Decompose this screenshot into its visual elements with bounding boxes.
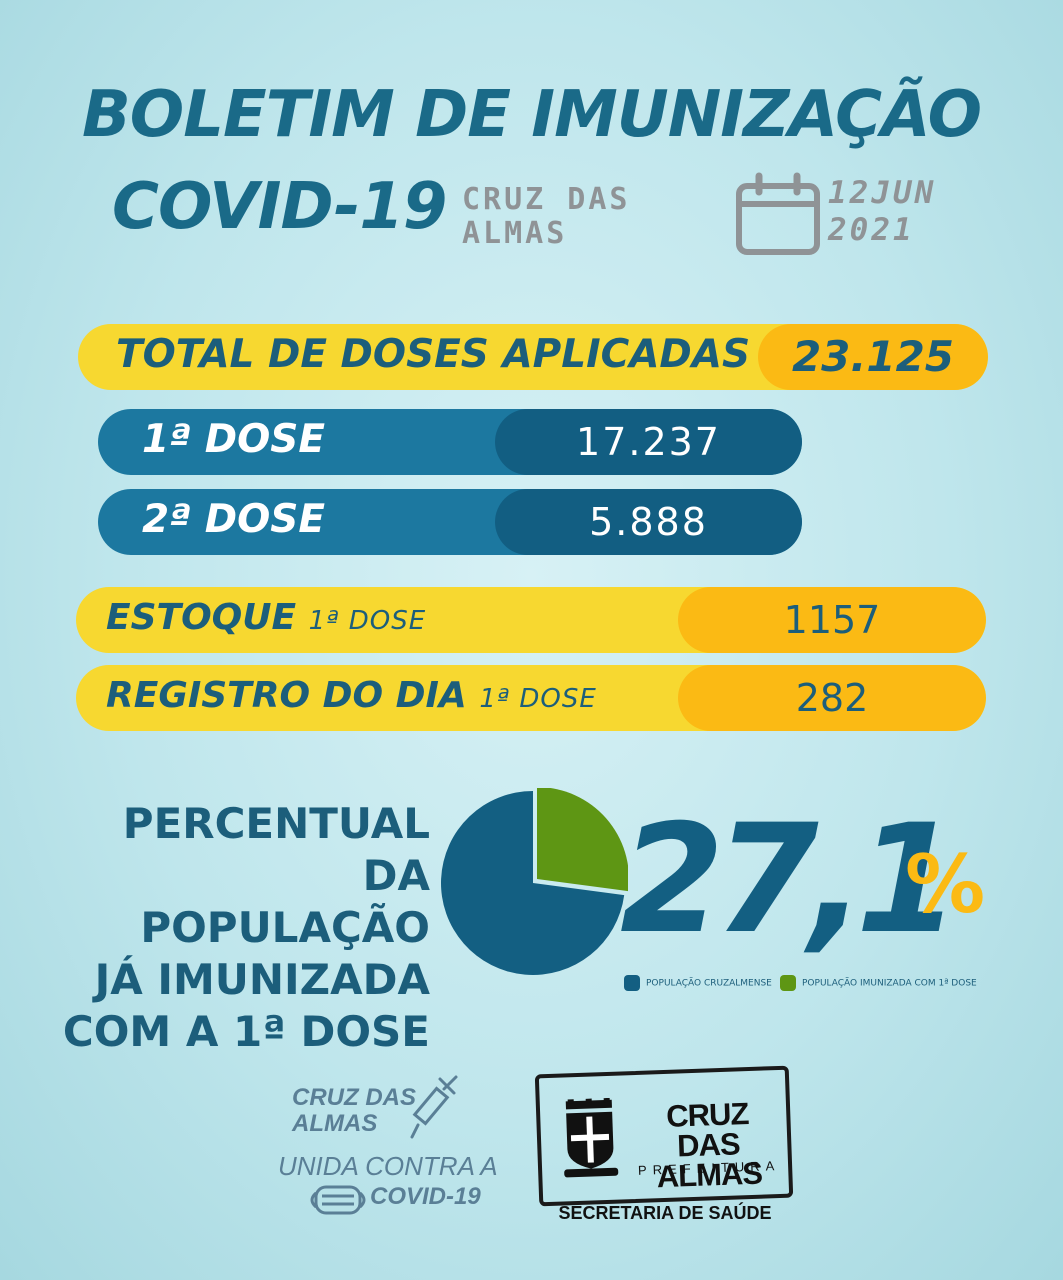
daily-record-label: REGISTRO DO DIA 1ª DOSE <box>106 675 597 716</box>
city-name-line1: CRUZ DAS <box>462 182 631 217</box>
pie-slice-immunized <box>537 788 628 892</box>
bulletin-title: BOLETIM DE IMUNIZAÇÃO <box>82 78 982 152</box>
total-doses-label: TOTAL DE DOSES APLICADAS <box>116 332 751 377</box>
stock-label-sub: 1ª DOSE <box>308 606 427 636</box>
percent-symbol: % <box>905 838 986 931</box>
covid-title: COVID-19 <box>112 170 447 244</box>
coat-of-arms-icon <box>564 1097 619 1178</box>
percent-description: PERCENTUAL DA POPULAÇÃO JÁ IMUNIZADA COM… <box>60 798 430 1058</box>
bulletin-date: 12JUN 2021 <box>828 175 936 249</box>
date-year: 2021 <box>828 212 915 248</box>
campaign-text-city: CRUZ DAS ALMAS <box>292 1085 416 1137</box>
calendar-icon <box>736 172 820 255</box>
face-mask-icon <box>310 1185 366 1215</box>
immunization-pie-chart <box>441 788 628 975</box>
stock-bar: ESTOQUE 1ª DOSE 1157 <box>76 587 986 653</box>
total-doses-bar: TOTAL DE DOSES APLICADAS 23.125 <box>78 324 988 390</box>
department-name: SECRETARIA DE SAÚDE <box>558 1203 772 1223</box>
legend-immunized: POPULAÇÃO IMUNIZADA COM 1ª DOSE <box>780 975 977 991</box>
campaign-line-4: COVID-19 <box>370 1183 481 1210</box>
first-dose-label: 1ª DOSE <box>142 417 325 462</box>
campaign-line-1: CRUZ DAS <box>292 1084 416 1111</box>
pie-slice-population <box>441 791 625 975</box>
syringe-icon <box>410 1075 458 1139</box>
first-dose-value: 17.237 <box>495 409 802 475</box>
stock-value: 1157 <box>678 587 986 653</box>
legend-immunized-label: POPULAÇÃO IMUNIZADA COM 1ª DOSE <box>802 978 977 989</box>
campaign-line-3: UNIDA CONTRA A <box>278 1151 498 1181</box>
campaign-line-2: ALMAS <box>292 1110 378 1137</box>
legend-swatch-population <box>624 975 640 991</box>
percent-line-2: DA POPULAÇÃO <box>140 851 430 952</box>
daily-record-value: 282 <box>678 665 986 731</box>
logo-title: CRUZ DAS ALMAS <box>632 1096 785 1194</box>
daily-record-label-sub: 1ª DOSE <box>479 684 597 714</box>
stock-label: ESTOQUE 1ª DOSE <box>106 597 426 638</box>
legend-swatch-immunized <box>780 975 796 991</box>
stock-label-main: ESTOQUE <box>106 597 297 638</box>
date-day-month: 12JUN <box>828 175 937 211</box>
city-name: CRUZ DAS ALMAS <box>462 183 692 251</box>
first-dose-bar: 1ª DOSE 17.237 <box>98 409 802 475</box>
percent-line-3: JÁ IMUNIZADA <box>94 955 430 1004</box>
city-name-line2: ALMAS <box>462 216 568 251</box>
daily-record-bar: REGISTRO DO DIA 1ª DOSE 282 <box>76 665 986 731</box>
second-dose-bar: 2ª DOSE 5.888 <box>98 489 802 555</box>
legend-population-label: POPULAÇÃO CRUZALMENSE <box>646 978 772 989</box>
second-dose-label: 2ª DOSE <box>142 497 325 542</box>
total-doses-value: 23.125 <box>758 324 988 390</box>
percent-line-1: PERCENTUAL <box>122 799 430 848</box>
legend-population: POPULAÇÃO CRUZALMENSE <box>624 975 772 991</box>
daily-record-label-main: REGISTRO DO DIA <box>106 675 467 716</box>
percent-line-4: COM A 1ª DOSE <box>62 1007 430 1056</box>
percent-number: 27,1 <box>620 793 960 967</box>
second-dose-value: 5.888 <box>495 489 802 555</box>
municipality-logo: CRUZ DAS ALMAS PREFEITURA <box>534 1065 794 1207</box>
